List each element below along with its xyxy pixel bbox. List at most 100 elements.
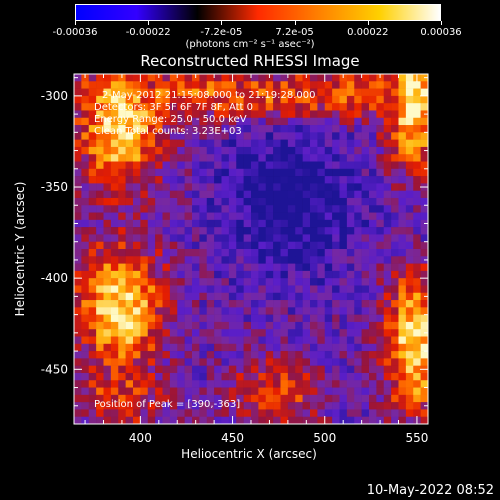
heatmap-cell bbox=[147, 234, 156, 243]
heatmap-cell bbox=[273, 321, 281, 330]
heatmap-cell bbox=[346, 300, 355, 308]
heatmap-cell bbox=[125, 212, 134, 221]
heatmap-cell bbox=[258, 117, 267, 126]
heatmap-cell bbox=[236, 219, 244, 228]
heatmap-cell bbox=[369, 190, 377, 199]
heatmap-cell bbox=[339, 321, 348, 330]
heatmap-cell bbox=[324, 132, 333, 140]
heatmap-cell bbox=[96, 88, 104, 97]
heatmap-cell bbox=[413, 321, 421, 330]
heatmap-cell bbox=[287, 219, 296, 228]
heatmap-cell bbox=[162, 402, 171, 410]
heatmap-cell bbox=[398, 314, 407, 323]
heatmap-cell bbox=[147, 249, 156, 257]
heatmap-cell bbox=[243, 351, 252, 359]
heatmap-cell bbox=[155, 278, 163, 286]
heatmap-cell bbox=[317, 292, 326, 301]
heatmap-cell bbox=[369, 292, 377, 301]
heatmap-cell bbox=[147, 402, 156, 410]
heatmap-cell bbox=[405, 409, 414, 418]
heatmap-cell bbox=[310, 358, 318, 366]
annotation-line: Energy Range: 25.0 - 50.0 keV bbox=[94, 114, 247, 125]
heatmap-cell bbox=[354, 183, 362, 191]
heatmap-cell bbox=[228, 314, 237, 323]
heatmap-cell bbox=[273, 263, 281, 272]
heatmap-cell bbox=[133, 416, 141, 425]
heatmap-cell bbox=[103, 234, 112, 243]
heatmap-cell bbox=[118, 110, 126, 119]
heatmap-cell bbox=[361, 409, 370, 418]
heatmap-cell bbox=[405, 278, 414, 286]
heatmap-cell bbox=[405, 358, 414, 366]
heatmap-cell bbox=[221, 409, 230, 418]
heatmap-cell bbox=[332, 81, 340, 89]
heatmap-cell bbox=[398, 336, 407, 345]
heatmap-cell bbox=[103, 88, 112, 97]
heatmap-cell bbox=[162, 387, 171, 396]
heatmap-cell bbox=[169, 161, 178, 170]
heatmap-cell bbox=[243, 154, 252, 162]
heatmap-cell bbox=[133, 314, 141, 323]
heatmap-cell bbox=[310, 292, 318, 301]
colorbar-tick-mark bbox=[148, 21, 150, 25]
heatmap-cell bbox=[339, 197, 348, 206]
heatmap-cell bbox=[103, 176, 112, 184]
heatmap-cell bbox=[310, 197, 318, 206]
heatmap-cell bbox=[74, 88, 82, 97]
heatmap-cell bbox=[280, 81, 289, 89]
heatmap-cell bbox=[147, 132, 156, 140]
heatmap-cell bbox=[162, 365, 171, 374]
heatmap-cell bbox=[103, 380, 112, 388]
heatmap-cell bbox=[96, 343, 104, 352]
heatmap-cell bbox=[339, 190, 348, 199]
heatmap-cell bbox=[88, 372, 97, 381]
heatmap-cell bbox=[199, 110, 208, 119]
heatmap-cell bbox=[273, 183, 281, 191]
heatmap-cell bbox=[258, 205, 267, 213]
heatmap-cell bbox=[324, 81, 333, 89]
heatmap-cell bbox=[273, 394, 281, 403]
heatmap-cell bbox=[206, 205, 215, 213]
heatmap-cell bbox=[103, 365, 112, 374]
heatmap-cell bbox=[354, 205, 362, 213]
heatmap-cell bbox=[133, 263, 141, 272]
heatmap-cell bbox=[310, 139, 318, 148]
heatmap-cell bbox=[162, 292, 171, 301]
heatmap-cell bbox=[162, 321, 171, 330]
heatmap-cell bbox=[361, 110, 370, 119]
heatmap-cell bbox=[251, 81, 259, 89]
heatmap-cell bbox=[155, 176, 163, 184]
heatmap-cell bbox=[125, 146, 134, 155]
heatmap-cell bbox=[74, 351, 82, 359]
heatmap-cell bbox=[287, 409, 296, 418]
heatmap-cell bbox=[192, 139, 200, 148]
heatmap-cell bbox=[125, 343, 134, 352]
heatmap-cell bbox=[221, 387, 230, 396]
heatmap-cell bbox=[295, 343, 303, 352]
heatmap-cell bbox=[273, 234, 281, 243]
heatmap-cell bbox=[280, 139, 289, 148]
heatmap-cell bbox=[162, 176, 171, 184]
heatmap-cell bbox=[140, 270, 149, 279]
heatmap-cell bbox=[228, 212, 237, 221]
heatmap-cell bbox=[398, 343, 407, 352]
heatmap-cell bbox=[228, 161, 237, 170]
heatmap-cell bbox=[74, 154, 82, 162]
heatmap-cell bbox=[280, 125, 289, 133]
heatmap-cell bbox=[324, 205, 333, 213]
heatmap-cell bbox=[192, 307, 200, 315]
heatmap-cell bbox=[236, 168, 244, 177]
heatmap-cell bbox=[81, 88, 90, 97]
heatmap-cell bbox=[302, 314, 311, 323]
heatmap-cell bbox=[125, 372, 134, 381]
heatmap-cell bbox=[214, 416, 222, 425]
heatmap-cell bbox=[74, 234, 82, 243]
heatmap-cell bbox=[162, 329, 171, 337]
heatmap-cell bbox=[405, 103, 414, 111]
heatmap-cell bbox=[199, 351, 208, 359]
heatmap-cell bbox=[155, 358, 163, 366]
heatmap-cell bbox=[74, 300, 82, 308]
heatmap-cell bbox=[310, 190, 318, 199]
heatmap-cell bbox=[273, 88, 281, 97]
heatmap-cell bbox=[177, 95, 185, 104]
